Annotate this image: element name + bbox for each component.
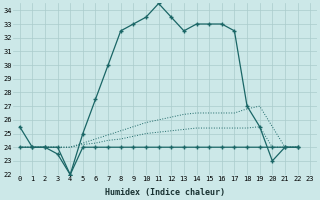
X-axis label: Humidex (Indice chaleur): Humidex (Indice chaleur) — [105, 188, 225, 197]
